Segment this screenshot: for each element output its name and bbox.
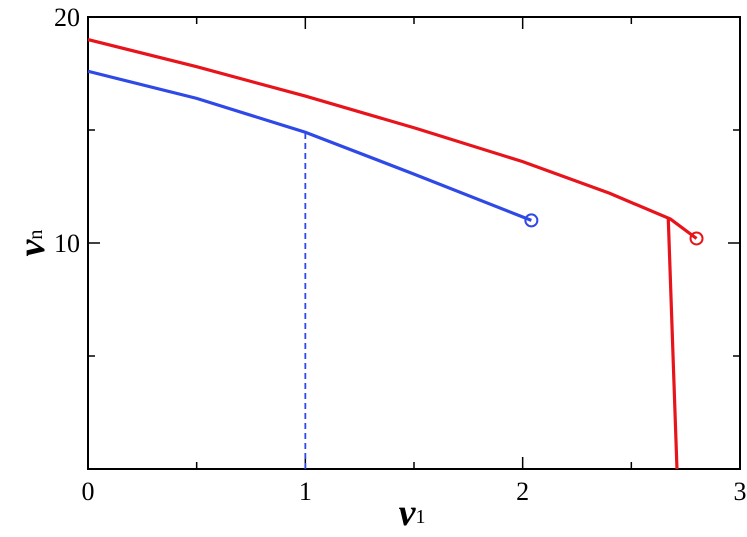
x-axis-label: v1 [399,492,426,534]
x-tick-label: 0 [82,477,95,506]
y-tick-label: 10 [54,229,80,258]
x-tick-label: 3 [734,477,747,506]
series-line [666,218,679,470]
y-axis-label: vn [11,230,53,257]
y-tick-label: 20 [54,3,80,32]
plot-frame [87,16,741,470]
series-line [87,69,532,222]
end-marker [689,231,704,246]
end-marker [524,213,539,228]
x-tick-label: 2 [516,477,529,506]
series-line [87,38,698,240]
x-label-main: v [399,492,417,534]
x-label-sub: 1 [415,506,425,528]
y-label-sub: n [25,230,47,240]
x-tick-label: 1 [299,477,312,506]
y-label-main: v [11,238,53,256]
